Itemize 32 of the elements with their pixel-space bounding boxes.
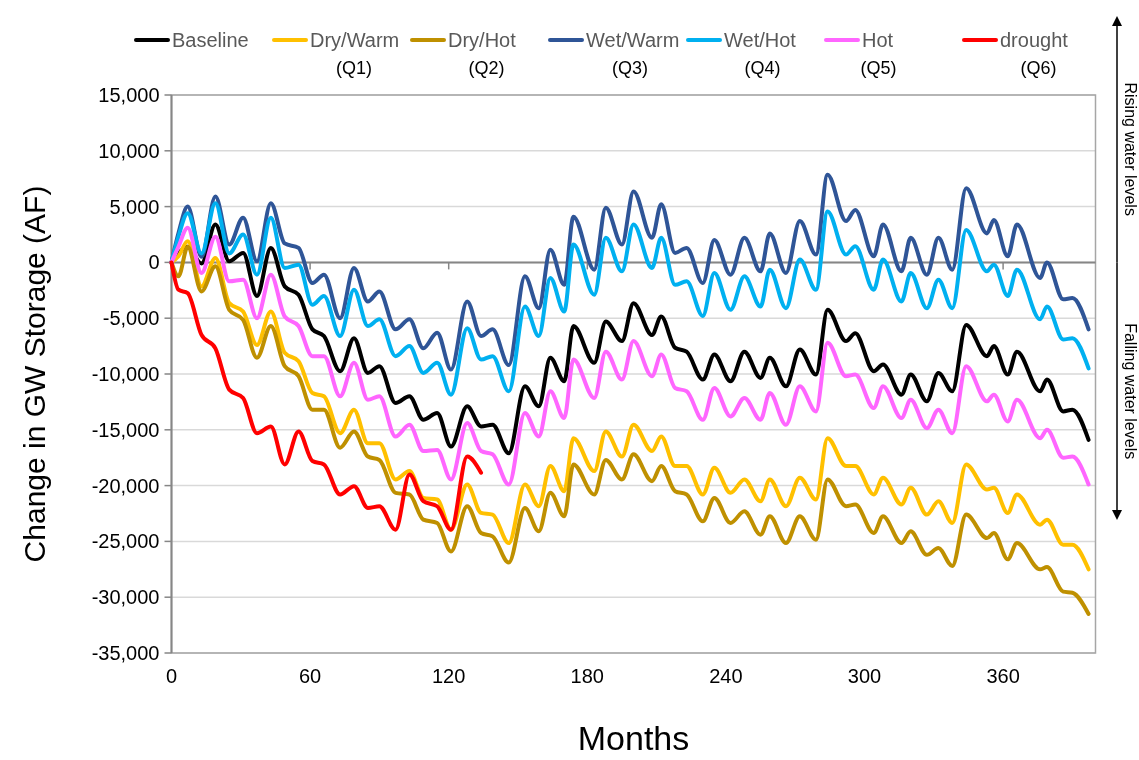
y-tick-label: 0 (148, 251, 160, 274)
legend-label: Wet/Hot (Q4) (724, 29, 797, 78)
text: Falling water levels (1121, 323, 1139, 460)
y-tick-label: -5,000 (102, 307, 160, 330)
y-tick-label: 15,000 (98, 84, 160, 106)
y-tick-label: -20,000 (91, 474, 160, 497)
y-tick-label: -25,000 (91, 530, 160, 553)
y-tick-label: 5,000 (109, 195, 160, 218)
legend-label: Hot (Q5) (860, 29, 897, 78)
x-axis-title: Months (577, 719, 690, 757)
x-tick-label: 240 (709, 665, 743, 687)
legend-label: drought (Q6) (1000, 29, 1069, 78)
x-tick-label: 360 (986, 665, 1020, 687)
line-series (169, 260, 484, 532)
y-tick-label: -10,000 (91, 363, 160, 385)
x-tick-label: 120 (432, 665, 466, 687)
legend-label: Baseline (172, 29, 249, 51)
x-tick-label: 300 (847, 665, 882, 687)
line-series (169, 201, 1091, 397)
line-series (169, 172, 1091, 372)
y-tick-label: 10,000 (98, 139, 160, 162)
legend-label: Dry/Warm (Q1) (310, 29, 400, 78)
y-axis-title: Change in GW Storage (AF) (18, 185, 51, 563)
y-tick-label: -30,000 (91, 586, 160, 609)
legend-label: Dry/Hot (Q2) (448, 29, 517, 78)
x-tick-label: 180 (570, 665, 604, 687)
x-tick-label: 0 (165, 665, 178, 687)
text: Rising water levels (1121, 82, 1139, 216)
x-tick-label: 60 (298, 665, 322, 687)
y-tick-label: -35,000 (91, 642, 160, 664)
legend-label: Wet/Warm (Q3) (586, 29, 680, 78)
y-tick-label: -15,000 (91, 418, 160, 441)
